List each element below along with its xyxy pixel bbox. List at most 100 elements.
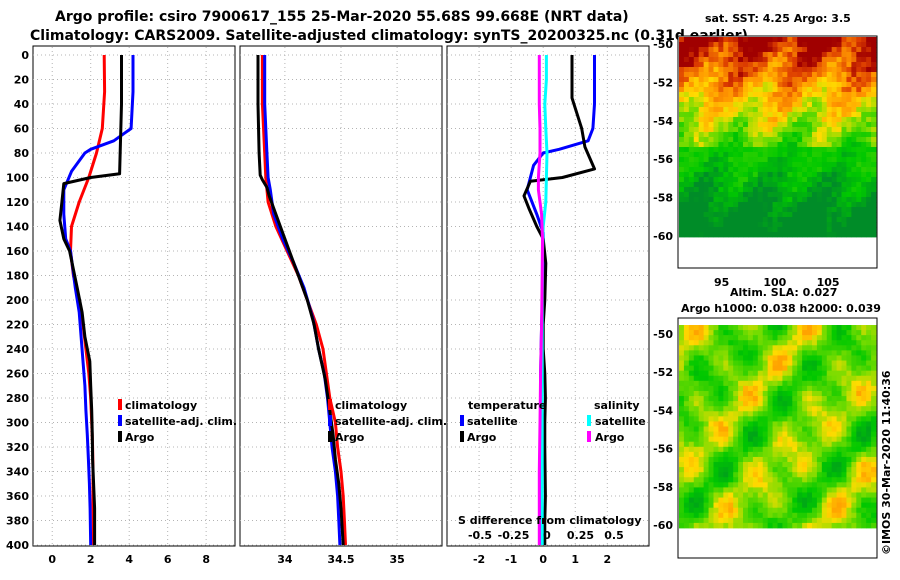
sst-cell: [752, 142, 759, 148]
sla-cell: [846, 497, 852, 504]
sla-cell: [777, 436, 783, 443]
x-tick-label: 1: [571, 553, 579, 566]
sla-cell: [792, 482, 798, 488]
sst-cell: [811, 57, 818, 63]
sla-cell: [777, 345, 783, 351]
sst-cell: [733, 122, 739, 128]
sla-cell: [679, 385, 685, 392]
sst-cell: [738, 102, 744, 108]
sst-cell: [757, 37, 764, 43]
sla-cell: [703, 365, 709, 372]
sla-cell: [733, 416, 739, 422]
sst-cell: [762, 72, 769, 78]
sla-cell: [807, 380, 813, 387]
sla-cell: [708, 345, 714, 351]
sst-cell: [733, 57, 739, 63]
sla-cell: [688, 512, 695, 519]
depth-tick-label: 400: [6, 539, 29, 552]
sla-cell: [762, 487, 769, 493]
sst-cell: [826, 132, 833, 138]
sla-cell: [861, 462, 867, 468]
sst-cell: [851, 187, 857, 193]
sst-cell: [856, 197, 862, 203]
sst-cell: [683, 57, 690, 63]
sst-cell: [826, 202, 833, 208]
sla-cell: [787, 431, 793, 438]
sla-cell: [787, 492, 793, 498]
sla-cell: [728, 340, 734, 346]
sst-cell: [811, 37, 818, 43]
sla-cell: [743, 497, 749, 504]
sla-cell: [718, 462, 724, 468]
sst-cell: [708, 222, 714, 228]
sla-cell: [728, 330, 734, 336]
sst-cell: [757, 77, 764, 83]
sla-cell: [831, 380, 837, 387]
depth-tick-label: 340: [6, 466, 29, 479]
sla-cell: [836, 426, 842, 432]
sla-cell: [703, 517, 709, 524]
sla-cell: [807, 385, 813, 392]
sst-cell: [723, 47, 729, 53]
sst-cell: [693, 162, 700, 168]
sla-cell: [826, 350, 833, 356]
sst-cell: [757, 232, 764, 238]
sla-cell: [708, 335, 714, 341]
sst-cell: [683, 157, 690, 163]
sla-cell: [757, 502, 764, 509]
sst-cell: [836, 217, 842, 223]
sla-cell: [866, 517, 872, 524]
sla-cell: [708, 456, 714, 463]
sla-cell: [821, 365, 828, 372]
sla-cell: [703, 477, 709, 483]
sla-cell: [683, 497, 690, 504]
sla-cell: [797, 512, 803, 519]
sst-cell: [846, 187, 852, 193]
sst-cell: [767, 122, 773, 128]
sla-cell: [797, 380, 803, 387]
sst-cell: [723, 192, 729, 198]
sst-cell: [792, 222, 798, 228]
sst-cell: [703, 177, 709, 183]
sst-cell: [703, 137, 709, 143]
sla-cell: [792, 421, 798, 427]
sla-cell: [851, 385, 857, 392]
sla-cell: [811, 436, 818, 443]
sst-cell: [723, 197, 729, 203]
sst-cell: [841, 192, 847, 198]
x-tick-label: 35: [389, 553, 404, 566]
sla-cell: [683, 330, 690, 336]
sla-cell: [871, 380, 877, 387]
sst-cell: [698, 227, 705, 233]
sla-cell: [797, 375, 803, 382]
sla-cell: [728, 360, 734, 366]
sla-cell: [846, 487, 852, 493]
sla-cell: [713, 330, 719, 336]
sst-cell: [777, 77, 783, 83]
sla-cell: [767, 345, 773, 351]
sla-cell: [683, 456, 690, 463]
sla-cell: [846, 482, 852, 488]
sla-cell: [698, 396, 705, 402]
sst-cell: [752, 42, 759, 48]
sla-cell: [693, 492, 700, 498]
sst-cell: [856, 217, 862, 223]
sla-cell: [861, 345, 867, 351]
sst-cell: [782, 122, 788, 128]
sla-cell: [861, 325, 867, 331]
sla-cell: [752, 456, 759, 463]
sst-cell: [777, 87, 783, 93]
sst-cell: [679, 132, 685, 138]
sla-cell: [683, 325, 690, 331]
sst-cell: [683, 47, 690, 53]
sst-cell: [841, 182, 847, 188]
sla-cell: [792, 472, 798, 478]
sst-cell: [777, 42, 783, 48]
sst-cell: [767, 57, 773, 63]
sst-cell: [811, 177, 818, 183]
sst-cell: [738, 157, 744, 163]
sst-cell: [802, 182, 808, 188]
sla-cell: [826, 325, 833, 331]
sst-cell: [856, 107, 862, 113]
sla-cell: [851, 517, 857, 524]
